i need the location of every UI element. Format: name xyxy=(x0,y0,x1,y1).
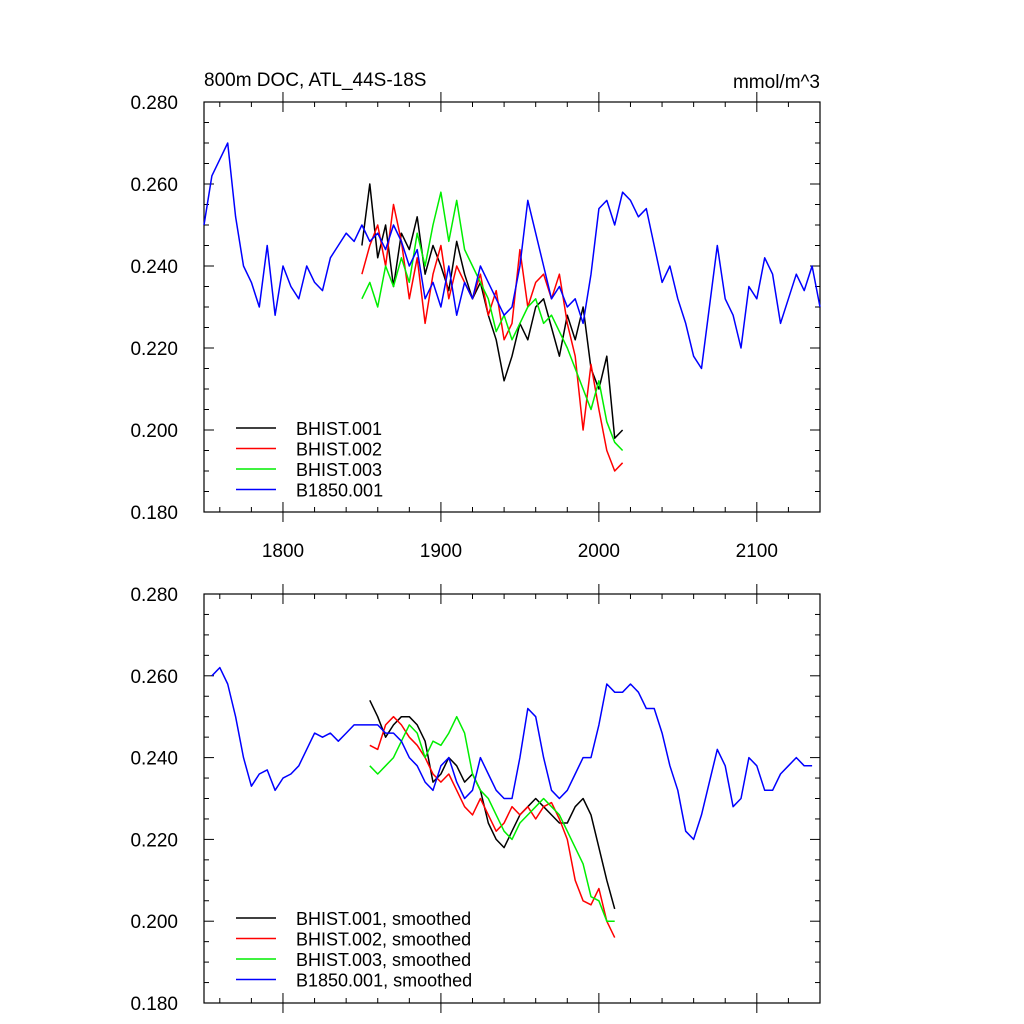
y-tick-label: 0.200 xyxy=(130,912,178,933)
y-tick-label: 0.180 xyxy=(130,503,178,524)
chart-title: 800m DOC, ATL_44S-18S xyxy=(204,70,426,91)
legend-label: BHIST.002 xyxy=(296,440,382,460)
series-line-2 xyxy=(369,715,616,938)
y-tick-label: 0.280 xyxy=(130,585,178,606)
bottom-panel: 0.180 0.200 0.220 0.240 0.260 0.280 BHIST.001,… xyxy=(130,584,821,1015)
y-tick-label: 0.200 xyxy=(130,421,178,442)
y-tick-label: 0.280 xyxy=(130,93,178,114)
top-panel: 0.180 0.200 0.220 0.240 0.260 0.280 1800 1900 20… xyxy=(130,92,821,562)
legend-label: BHIST.001, smoothed xyxy=(296,909,471,929)
legend-label: BHIST.003 xyxy=(296,460,382,480)
y-tick-label: 0.220 xyxy=(130,830,178,851)
y-tick-label: 0.240 xyxy=(130,257,178,278)
y-tick-label: 0.180 xyxy=(130,994,178,1015)
legend-label: B1850.001, smoothed xyxy=(296,971,472,991)
legend-label: B1850.001 xyxy=(296,481,383,501)
y-tick-label: 0.240 xyxy=(130,749,178,770)
legend-label: BHIST.002, smoothed xyxy=(296,930,471,950)
series-line-1 xyxy=(369,699,616,910)
series-line-3 xyxy=(369,715,615,922)
x-tick-label: 2100 xyxy=(736,541,778,562)
series-line-2 xyxy=(361,203,624,472)
series-line-3 xyxy=(361,191,624,452)
series-line-4 xyxy=(203,142,821,370)
x-tick-label: 1900 xyxy=(420,541,462,562)
series-line-1 xyxy=(361,183,624,439)
y-tick-label: 0.260 xyxy=(130,175,178,196)
x-tick-label: 1800 xyxy=(262,541,304,562)
x-tick-label: 2000 xyxy=(578,541,620,562)
legend-label: BHIST.003, smoothed xyxy=(296,950,471,970)
series-line-4 xyxy=(211,666,813,841)
chart-units: mmol/m^3 xyxy=(733,72,820,93)
y-tick-label: 0.260 xyxy=(130,667,178,688)
legend-label: BHIST.001 xyxy=(296,419,382,439)
y-tick-label: 0.220 xyxy=(130,339,178,360)
